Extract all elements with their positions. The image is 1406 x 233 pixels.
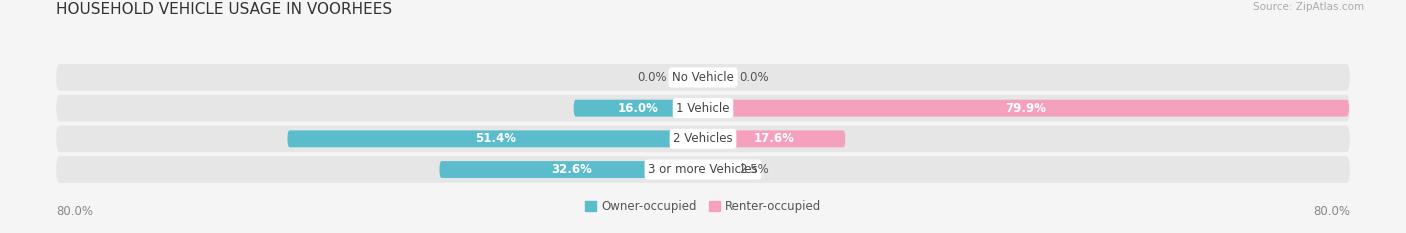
FancyBboxPatch shape bbox=[56, 95, 1350, 121]
Text: HOUSEHOLD VEHICLE USAGE IN VOORHEES: HOUSEHOLD VEHICLE USAGE IN VOORHEES bbox=[56, 2, 392, 17]
Text: 0.0%: 0.0% bbox=[637, 71, 666, 84]
Text: 17.6%: 17.6% bbox=[754, 132, 794, 145]
FancyBboxPatch shape bbox=[703, 161, 727, 178]
Text: 16.0%: 16.0% bbox=[617, 102, 659, 115]
Text: 80.0%: 80.0% bbox=[1313, 205, 1350, 218]
FancyBboxPatch shape bbox=[574, 100, 703, 116]
FancyBboxPatch shape bbox=[703, 69, 727, 86]
Text: 3 or more Vehicles: 3 or more Vehicles bbox=[648, 163, 758, 176]
FancyBboxPatch shape bbox=[703, 130, 845, 147]
FancyBboxPatch shape bbox=[703, 100, 1348, 116]
FancyBboxPatch shape bbox=[440, 161, 703, 178]
FancyBboxPatch shape bbox=[56, 64, 1350, 91]
Text: 79.9%: 79.9% bbox=[1005, 102, 1046, 115]
Text: Source: ZipAtlas.com: Source: ZipAtlas.com bbox=[1253, 2, 1364, 12]
Text: 2 Vehicles: 2 Vehicles bbox=[673, 132, 733, 145]
FancyBboxPatch shape bbox=[56, 156, 1350, 183]
FancyBboxPatch shape bbox=[679, 69, 703, 86]
FancyBboxPatch shape bbox=[287, 130, 703, 147]
Text: No Vehicle: No Vehicle bbox=[672, 71, 734, 84]
Text: 2.5%: 2.5% bbox=[740, 163, 769, 176]
FancyBboxPatch shape bbox=[56, 126, 1350, 152]
Legend: Owner-occupied, Renter-occupied: Owner-occupied, Renter-occupied bbox=[579, 195, 827, 218]
Text: 80.0%: 80.0% bbox=[56, 205, 93, 218]
Text: 51.4%: 51.4% bbox=[475, 132, 516, 145]
Text: 1 Vehicle: 1 Vehicle bbox=[676, 102, 730, 115]
Text: 0.0%: 0.0% bbox=[740, 71, 769, 84]
Text: 32.6%: 32.6% bbox=[551, 163, 592, 176]
